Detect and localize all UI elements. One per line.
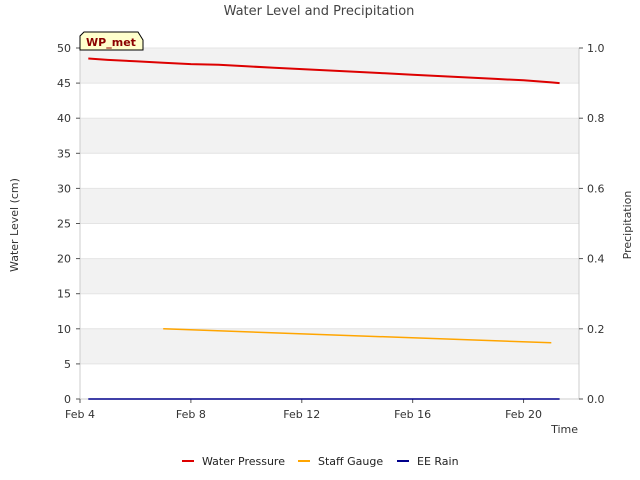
plot-band: [80, 48, 579, 84]
x-axis-label: Time: [550, 423, 578, 436]
plot-bands: [80, 48, 579, 399]
y2-axis-ticks: 0.0 0.2 0.4 0.6 0.8 1.0: [579, 42, 605, 406]
series-layer: [88, 57, 560, 400]
series-line-staff-gauge: [163, 328, 552, 344]
x-tick-label: Feb 12: [283, 408, 320, 421]
legend-label-staff-gauge: Staff Gauge: [318, 455, 383, 468]
plot-band: [80, 153, 579, 189]
plot-band: [80, 223, 579, 259]
legend-label-water-pressure: Water Pressure: [202, 455, 285, 468]
legend: Water Pressure Staff Gauge EE Rain: [182, 455, 459, 468]
y-tick-label: 30: [57, 182, 71, 195]
y-tick-label: 5: [64, 358, 71, 371]
plot-band: [80, 258, 579, 294]
x-tick-label: Feb 20: [505, 408, 542, 421]
y-tick-label: 20: [57, 253, 71, 266]
y-tick-label: 35: [57, 147, 71, 160]
y-tick-label: 0: [64, 393, 71, 406]
y-tick-label: 25: [57, 218, 71, 231]
y-tick-label: 40: [57, 112, 71, 125]
y2-tick-label: 0.4: [587, 253, 605, 266]
plot-band: [80, 293, 579, 329]
y2-tick-label: 0.8: [587, 112, 605, 125]
plot-band: [80, 83, 579, 119]
plot-band: [80, 363, 579, 399]
series-line-water-pressure: [88, 57, 560, 85]
y2-tick-label: 0.0: [587, 393, 605, 406]
x-tick-label: Feb 4: [65, 408, 95, 421]
y2-tick-label: 1.0: [587, 42, 605, 55]
y-axis-ticks: 0 5 10 15 20 25 30 35 40 45 50: [57, 42, 80, 406]
plot-band: [80, 118, 579, 154]
y2-tick-label: 0.2: [587, 323, 605, 336]
station-badge-label: WP_met: [86, 36, 136, 49]
x-tick-label: Feb 8: [176, 408, 206, 421]
y-tick-label: 45: [57, 77, 71, 90]
y2-tick-label: 0.6: [587, 182, 605, 195]
station-badge-box: [79, 31, 144, 51]
station-badge: WP_met: [79, 31, 144, 51]
y-axis-label: Water Level (cm): [8, 178, 21, 272]
y-tick-label: 50: [57, 42, 71, 55]
y-tick-label: 15: [57, 288, 71, 301]
legend-label-ee-rain: EE Rain: [417, 455, 459, 468]
y2-axis-label: Precipitation: [621, 191, 634, 260]
y-tick-label: 10: [57, 323, 71, 336]
x-tick-label: Feb 16: [394, 408, 431, 421]
chart-title: Water Level and Precipitation: [224, 4, 415, 19]
plot-band: [80, 188, 579, 224]
x-axis-ticks: Feb 4 Feb 8 Feb 12 Feb 16 Feb 20: [65, 399, 542, 421]
